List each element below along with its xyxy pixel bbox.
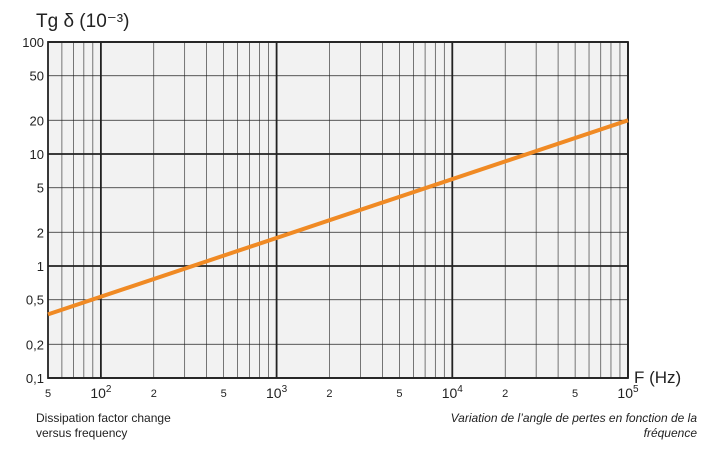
x-tick-base: 10 (442, 385, 458, 401)
x-tick-base: 10 (617, 385, 633, 401)
x-major-tick-label: 103 (266, 384, 288, 401)
y-tick-label: 100 (22, 35, 44, 50)
x-minor-tick-label: 5 (221, 388, 227, 400)
x-tick-base: 10 (266, 385, 282, 401)
y-tick-label: 50 (30, 69, 44, 84)
y-tick-label: 2 (37, 225, 44, 240)
x-minor-tick-label: 5 (396, 388, 402, 400)
x-minor-tick-label: 5 (45, 388, 51, 400)
x-major-tick-label: 105 (617, 384, 639, 401)
caption-french: Variation de l’angle de pertes en foncti… (357, 411, 697, 441)
x-axis-title: F (Hz) (634, 368, 681, 387)
caption-french-line-1: Variation de l’angle de pertes en foncti… (450, 411, 697, 425)
caption-english: Dissipation factor change versus frequen… (36, 411, 286, 441)
x-minor-tick-label: 2 (502, 388, 508, 400)
x-tick-exponent: 4 (457, 384, 463, 395)
x-minor-tick-label: 5 (572, 388, 578, 400)
caption-english-line-2: versus frequency (36, 426, 128, 440)
y-tick-label: 0,1 (26, 371, 44, 386)
x-major-tick-label: 102 (90, 384, 112, 401)
x-tick-exponent: 3 (282, 384, 288, 395)
y-tick-label: 0,2 (26, 337, 44, 352)
x-tick-exponent: 5 (633, 384, 639, 395)
y-tick-label: 10 (30, 147, 44, 162)
caption-english-line-1: Dissipation factor change (36, 411, 171, 425)
y-tick-label: 5 (37, 181, 44, 196)
y-axis-title: Tg δ (10⁻³) (36, 11, 129, 32)
series-line (47, 118, 629, 317)
x-minor-tick-label: 2 (326, 388, 332, 400)
y-tick-label: 1 (37, 259, 44, 274)
y-tick-label: 0,5 (26, 293, 44, 308)
caption-french-line-2: fréquence (643, 426, 697, 440)
plot-area (48, 42, 628, 378)
y-tick-label: 20 (30, 113, 44, 128)
x-minor-tick-label: 2 (151, 388, 157, 400)
x-tick-exponent: 2 (106, 384, 112, 395)
x-tick-base: 10 (90, 385, 106, 401)
plot-frame (47, 41, 629, 379)
x-major-tick-label: 104 (442, 384, 464, 401)
